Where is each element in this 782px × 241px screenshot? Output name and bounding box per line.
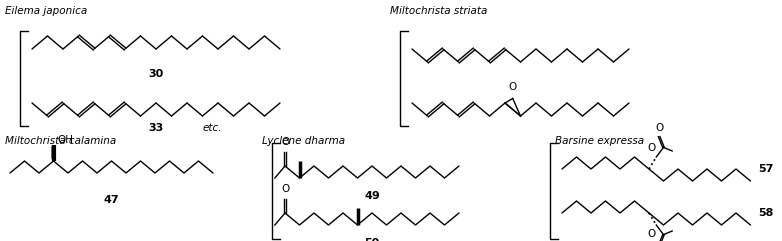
Text: etc.: etc. [203,123,222,133]
Text: 58: 58 [759,208,774,218]
Text: 49: 49 [364,191,380,201]
Text: Miltochrista calamina: Miltochrista calamina [5,136,117,146]
Text: O: O [647,143,655,153]
Text: O: O [281,184,289,194]
Text: Lyclene dharma: Lyclene dharma [262,136,345,146]
Text: Miltochrista striata: Miltochrista striata [390,6,487,16]
Text: 57: 57 [759,164,774,174]
Text: O: O [508,82,517,93]
Text: 50: 50 [364,238,379,241]
Text: OH: OH [58,135,74,145]
Text: O: O [647,229,655,239]
Text: 30: 30 [149,69,163,79]
Text: O: O [281,137,289,147]
Text: Eilema japonica: Eilema japonica [5,6,88,16]
Text: O: O [655,123,663,133]
Text: 33: 33 [149,123,163,133]
Text: Barsine expressa: Barsine expressa [555,136,644,146]
Text: 47: 47 [104,195,120,205]
